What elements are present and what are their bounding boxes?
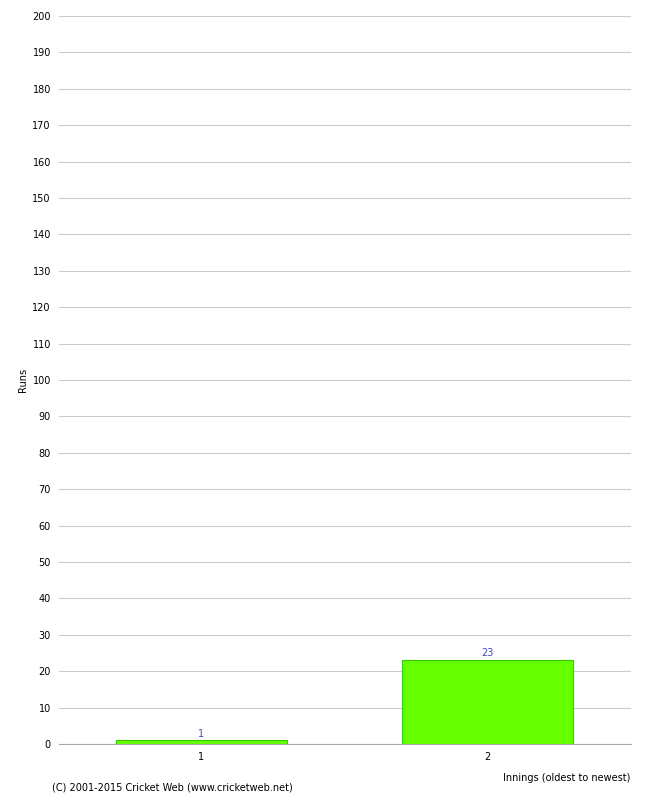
Text: 23: 23 [481,649,494,658]
Text: 1: 1 [198,729,205,738]
Text: (C) 2001-2015 Cricket Web (www.cricketweb.net): (C) 2001-2015 Cricket Web (www.cricketwe… [52,782,292,792]
Bar [116,740,287,744]
Bar [402,660,573,744]
Y-axis label: Runs: Runs [18,368,28,392]
Text: Innings (oldest to newest): Innings (oldest to newest) [503,773,630,783]
